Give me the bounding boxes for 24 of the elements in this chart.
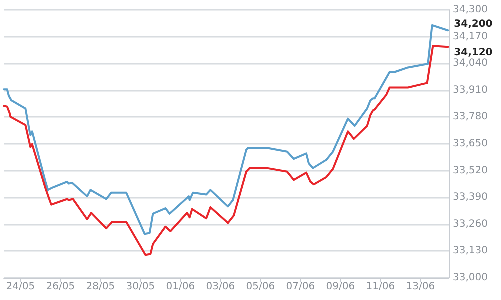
x-tick-label: 30/05 — [126, 282, 156, 292]
x-tick-label: 28/05 — [86, 282, 116, 292]
annotation: 34,120 — [454, 48, 493, 59]
y-tick-label: 33,000 — [453, 272, 488, 284]
annotation: 34,200 — [454, 19, 493, 30]
y-tick-label: 34,040 — [453, 58, 488, 70]
y-tick-label: 33,910 — [453, 84, 488, 96]
x-tick-label: 01/06 — [166, 282, 196, 292]
x-tick-label: 13/06 — [406, 282, 436, 292]
y-tick-label: 33,780 — [453, 112, 488, 123]
y-tick-label: 34,300 — [453, 4, 488, 16]
x-tick-label: 05/06 — [246, 282, 276, 292]
y-tick-label: 33,130 — [453, 246, 488, 257]
y-tick-label: 34,170 — [453, 31, 488, 42]
x-tick-label: 26/05 — [46, 282, 76, 292]
x-tick-label: 03/06 — [206, 282, 236, 292]
x-tick-label: 07/06 — [286, 282, 316, 292]
y-tick-label: 33,650 — [453, 138, 488, 150]
y-tick-label: 33,260 — [453, 218, 488, 230]
x-tick-label: 09/06 — [326, 282, 356, 292]
y-tick-label: 33,520 — [453, 165, 488, 176]
y-tick-label: 33,390 — [453, 192, 488, 204]
x-tick-label: 24/05 — [6, 282, 36, 292]
x-tick-label: 11/06 — [366, 282, 396, 292]
